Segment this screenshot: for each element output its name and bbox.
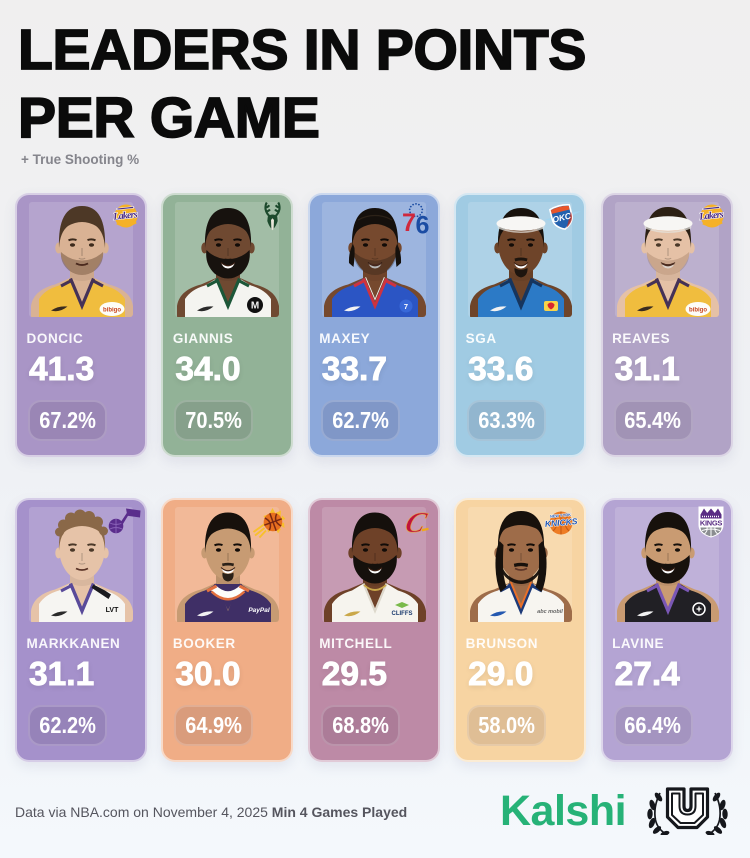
svg-text:M: M bbox=[251, 301, 259, 312]
svg-text:NEW YORK: NEW YORK bbox=[550, 513, 571, 519]
svg-text:OKC: OKC bbox=[551, 210, 573, 224]
svg-text:abc mobil: abc mobil bbox=[537, 609, 563, 615]
svg-text:7: 7 bbox=[402, 209, 416, 235]
svg-text:PayPal: PayPal bbox=[249, 607, 271, 614]
svg-text:C: C bbox=[402, 507, 430, 538]
svg-text:KNICKS: KNICKS bbox=[545, 516, 579, 529]
svg-text:Lakers: Lakers bbox=[112, 209, 138, 223]
svg-text:Lakers: Lakers bbox=[697, 209, 723, 223]
svg-text:6: 6 bbox=[415, 212, 429, 236]
svg-text:CLIFFS: CLIFFS bbox=[391, 611, 412, 617]
svg-text:bibigo: bibigo bbox=[689, 308, 707, 314]
svg-text:KINGS: KINGS bbox=[699, 519, 722, 528]
svg-text:LVT: LVT bbox=[106, 607, 119, 614]
svg-text:7: 7 bbox=[404, 302, 408, 311]
svg-text:bibigo: bibigo bbox=[103, 308, 121, 314]
